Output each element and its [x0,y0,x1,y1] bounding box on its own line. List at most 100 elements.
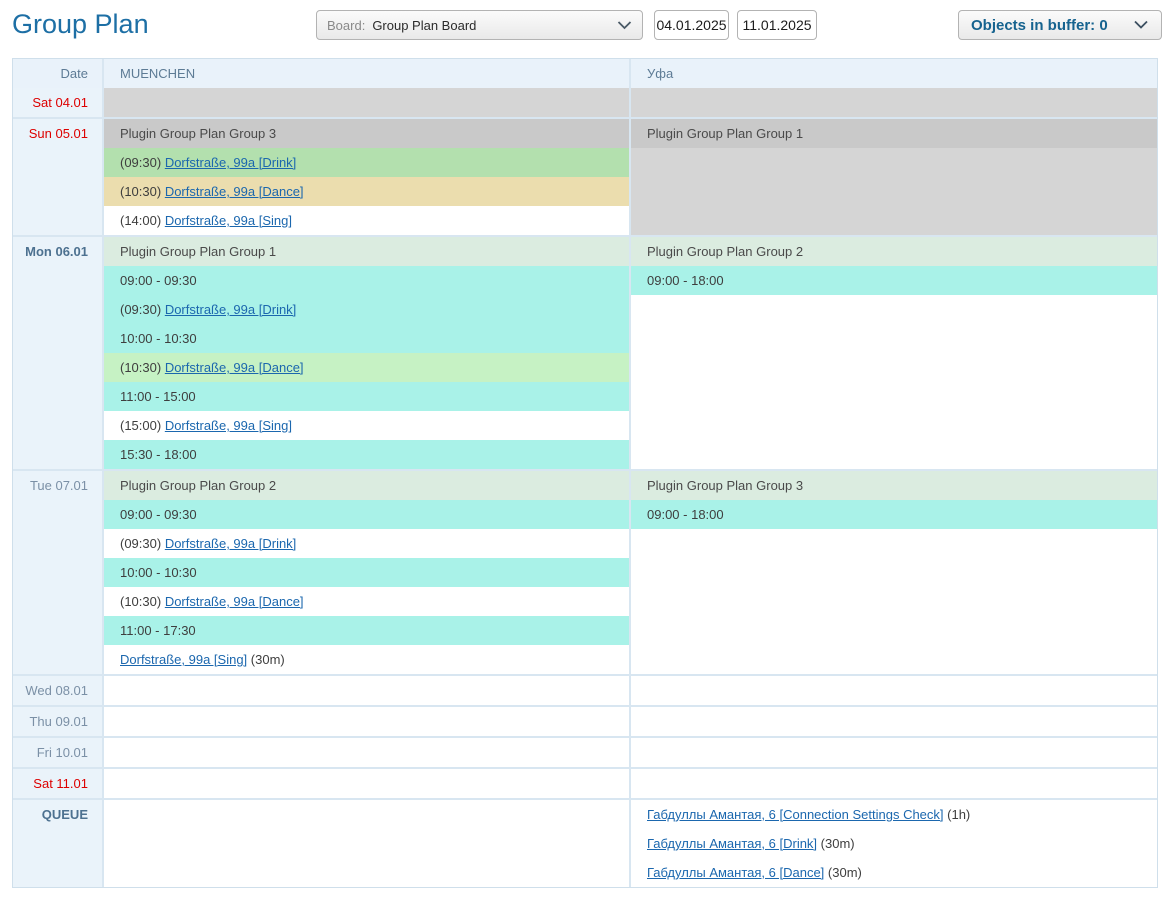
empty-slot [631,738,1157,767]
cell-ufa: Plugin Group Plan Group 2 09:00 - 18:00 [631,237,1157,469]
time-slot: 09:00 - 09:30 [104,266,629,295]
empty-slot [631,295,1157,469]
date-row: Tue 07.01 Plugin Group Plan Group 2 09:00 … [13,469,1157,674]
empty-slot [104,800,629,887]
empty-slot [631,88,1157,117]
date-cell: Fri 10.01 [13,738,104,767]
top-bar: Group Plan Board: Group Plan Board Objec… [0,0,1174,52]
slot-link[interactable]: Габдуллы Амантая, 6 [Connection Settings… [647,807,944,822]
group-header: Plugin Group Plan Group 1 [631,119,1157,148]
chevron-down-icon [617,18,632,33]
empty-slot [104,88,629,117]
slot-link[interactable]: Dorfstraße, 99a [Sing] [164,213,292,228]
slot-time: (09:30) [120,536,165,551]
schedule-entry: Габдуллы Амантая, 6 [Drink] (30m) [631,829,1157,858]
slot-link[interactable]: Dorfstraße, 99a [Drink] [164,302,297,317]
time-slot: 11:00 - 17:30 [104,616,629,645]
date-row: Fri 10.01 [13,736,1157,767]
date-to-input[interactable] [737,10,817,40]
date-cell: Thu 09.01 [13,707,104,736]
date-row: Wed 08.01 [13,674,1157,705]
page-title: Group Plan [12,9,149,39]
empty-slot [631,707,1157,736]
cell-ufa [631,707,1157,736]
empty-slot [104,707,629,736]
date-row: QUEUE Габдуллы Амантая, 6 [Connection Set… [13,798,1157,887]
time-slot: 09:00 - 18:00 [631,500,1157,529]
empty-slot [104,738,629,767]
schedule-entry: (09:30) Dorfstraße, 99a [Drink] [104,529,629,558]
time-slot: 11:00 - 15:00 [104,382,629,411]
schedule-entry: (15:00) Dorfstraße, 99a [Sing] [104,411,629,440]
slot-link[interactable]: Dorfstraße, 99a [Dance] [164,360,304,375]
slot-time: (10:30) [120,360,165,375]
schedule-entry: Габдуллы Амантая, 6 [Connection Settings… [631,800,1157,829]
slot-link[interactable]: Dorfstraße, 99a [Sing] [120,652,248,667]
cell-muenchen [104,738,631,767]
slot-time: (09:30) [120,155,165,170]
slot-link[interactable]: Габдуллы Амантая, 6 [Dance] [647,865,825,880]
date-cell: Tue 07.01 [13,471,104,674]
schedule-entry: (14:00) Dorfstraße, 99a [Sing] [104,206,629,235]
cell-ufa: Plugin Group Plan Group 1 [631,119,1157,235]
schedule-entry: (09:30) Dorfstraße, 99a [Drink] [104,148,629,177]
cell-muenchen [104,88,631,117]
slot-link[interactable]: Dorfstraße, 99a [Dance] [164,594,304,609]
plan-body: Sat 04.01 Sun 05.01 Plugin Group Plan Grou… [13,88,1157,887]
time-slot: 15:30 - 18:00 [104,440,629,469]
board-select[interactable]: Board: Group Plan Board [316,10,643,40]
cell-ufa [631,676,1157,705]
empty-slot [631,529,1157,674]
slot-duration: (1h) [943,807,971,822]
time-slot: 09:00 - 09:30 [104,500,629,529]
objects-in-buffer-label: Objects in buffer: 0 [971,16,1108,34]
cell-ufa: Габдуллы Амантая, 6 [Connection Settings… [631,800,1157,887]
slot-link[interactable]: Габдуллы Амантая, 6 [Drink] [647,836,818,851]
slot-time: (09:30) [120,302,165,317]
group-header: Plugin Group Plan Group 1 [104,237,629,266]
schedule-entry: (10:30) Dorfstraße, 99a [Dance] [104,587,629,616]
empty-slot [631,769,1157,798]
cell-muenchen [104,676,631,705]
cell-muenchen: Plugin Group Plan Group 2 09:00 - 09:30 (0… [104,471,631,674]
time-slot: 10:00 - 10:30 [104,324,629,353]
group-header: Plugin Group Plan Group 3 [104,119,629,148]
empty-slot [104,676,629,705]
date-cell: Sat 11.01 [13,769,104,798]
cell-ufa [631,769,1157,798]
group-header: Plugin Group Plan Group 2 [631,237,1157,266]
schedule-entry: Dorfstraße, 99a [Sing] (30m) [104,645,629,674]
time-slot: 10:00 - 10:30 [104,558,629,587]
cell-muenchen [104,769,631,798]
group-plan-table: Date MUENCHEN Уфа Sat 04.01 Sun 05.01 Plug… [12,58,1158,888]
schedule-entry: (09:30) Dorfstraße, 99a [Drink] [104,295,629,324]
date-from-input[interactable] [654,10,729,40]
date-row: Sat 11.01 [13,767,1157,798]
slot-duration: (30m) [817,836,855,851]
schedule-entry: Габдуллы Амантая, 6 [Dance] (30m) [631,858,1157,887]
cell-muenchen: Plugin Group Plan Group 3 (09:30) Dorfstr… [104,119,631,235]
cell-ufa: Plugin Group Plan Group 3 09:00 - 18:00 [631,471,1157,674]
date-cell: Wed 08.01 [13,676,104,705]
board-select-label: Board: [327,17,366,33]
slot-link[interactable]: Dorfstraße, 99a [Drink] [164,155,297,170]
date-row: Mon 06.01 Plugin Group Plan Group 1 09:00 … [13,235,1157,469]
slot-time: (15:00) [120,418,165,433]
date-row: Sat 04.01 [13,88,1157,117]
empty-slot [631,148,1157,235]
objects-in-buffer-button[interactable]: Objects in buffer: 0 [958,10,1162,40]
date-cell: QUEUE [13,800,104,887]
slot-link[interactable]: Dorfstraße, 99a [Drink] [164,536,297,551]
cell-ufa [631,88,1157,117]
group-header: Plugin Group Plan Group 3 [631,471,1157,500]
date-cell: Mon 06.01 [13,237,104,469]
cell-muenchen [104,800,631,887]
slot-link[interactable]: Dorfstraße, 99a [Sing] [164,418,292,433]
slot-duration: (30m) [824,865,862,880]
slot-link[interactable]: Dorfstraße, 99a [Dance] [164,184,304,199]
cell-muenchen [104,707,631,736]
group-header: Plugin Group Plan Group 2 [104,471,629,500]
cell-ufa [631,738,1157,767]
schedule-entry: (10:30) Dorfstraße, 99a [Dance] [104,353,629,382]
date-row: Sun 05.01 Plugin Group Plan Group 3 (09:30… [13,117,1157,235]
